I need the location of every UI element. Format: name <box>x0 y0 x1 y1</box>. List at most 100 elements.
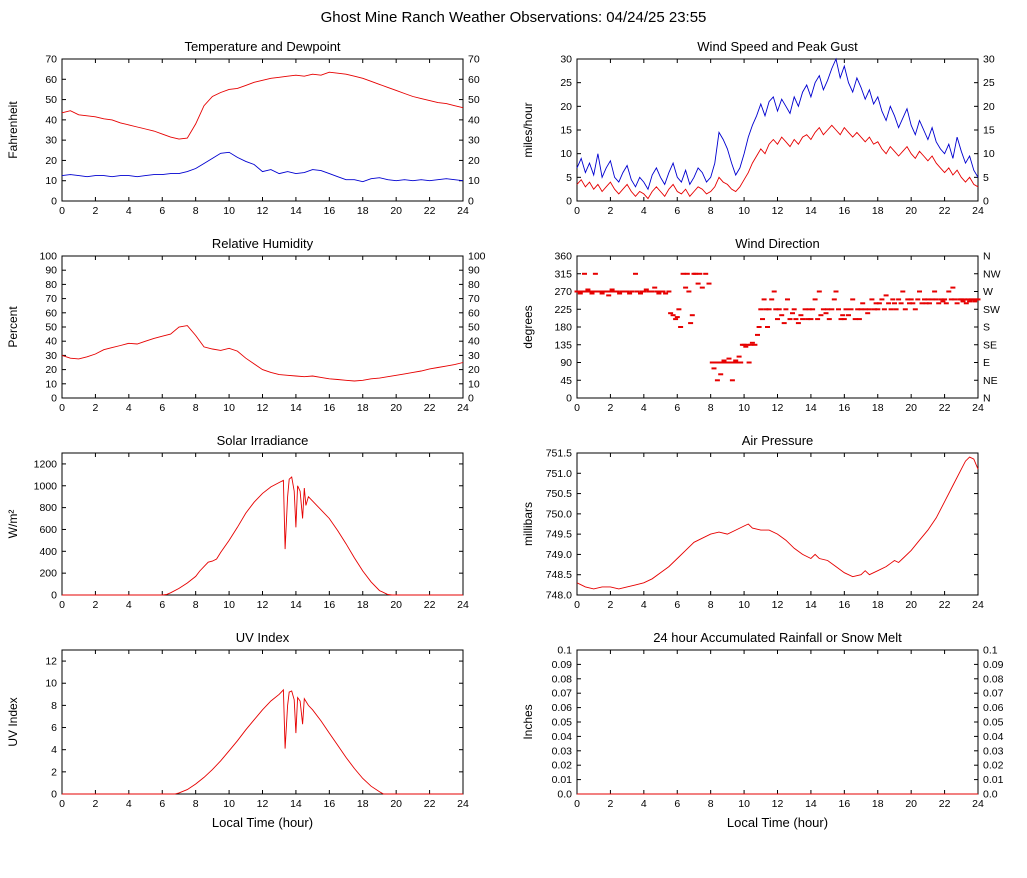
svg-text:16: 16 <box>838 205 850 217</box>
svg-text:24: 24 <box>972 599 984 611</box>
series-uv_index <box>61 688 463 795</box>
svg-text:0.06: 0.06 <box>983 702 1004 714</box>
plot-frame <box>576 452 978 596</box>
svg-text:18: 18 <box>356 599 368 611</box>
chart-title: Relative Humidity <box>211 236 313 251</box>
svg-text:0: 0 <box>983 196 989 208</box>
svg-text:6: 6 <box>674 402 680 414</box>
svg-text:16: 16 <box>838 798 850 810</box>
svg-text:2: 2 <box>51 766 57 778</box>
svg-text:60: 60 <box>45 74 57 86</box>
page-title: Ghost Mine Ranch Weather Observations: 0… <box>320 9 707 26</box>
svg-text:N: N <box>983 393 991 405</box>
svg-text:10: 10 <box>738 599 750 611</box>
series-solar_irradiance <box>61 476 463 596</box>
svg-text:30: 30 <box>468 350 480 362</box>
svg-text:50: 50 <box>468 94 480 106</box>
svg-text:24: 24 <box>972 205 984 217</box>
svg-text:40: 40 <box>468 336 480 348</box>
svg-text:NE: NE <box>983 375 998 387</box>
svg-text:749.5: 749.5 <box>545 529 571 541</box>
svg-text:20: 20 <box>983 101 995 113</box>
y-axis-label: UV Index <box>6 697 20 746</box>
svg-text:W: W <box>983 286 993 298</box>
chart-title: Wind Speed and Peak Gust <box>697 39 858 54</box>
svg-text:12: 12 <box>256 599 268 611</box>
svg-text:0: 0 <box>566 393 572 405</box>
svg-text:225: 225 <box>554 304 572 316</box>
svg-text:10: 10 <box>738 402 750 414</box>
svg-text:20: 20 <box>45 364 57 376</box>
svg-text:24: 24 <box>457 402 469 414</box>
svg-text:10: 10 <box>983 148 995 160</box>
svg-text:750.5: 750.5 <box>545 488 571 500</box>
svg-text:0: 0 <box>59 599 65 611</box>
svg-text:0: 0 <box>566 196 572 208</box>
svg-text:12: 12 <box>771 402 783 414</box>
svg-text:16: 16 <box>323 402 335 414</box>
svg-text:0.07: 0.07 <box>983 688 1004 700</box>
svg-text:400: 400 <box>39 546 57 558</box>
svg-text:20: 20 <box>905 599 917 611</box>
svg-text:14: 14 <box>805 599 817 611</box>
svg-text:748.0: 748.0 <box>545 590 571 602</box>
svg-text:16: 16 <box>323 205 335 217</box>
svg-text:40: 40 <box>468 114 480 126</box>
svg-text:0: 0 <box>59 205 65 217</box>
svg-text:22: 22 <box>423 798 435 810</box>
svg-text:6: 6 <box>674 599 680 611</box>
chart-wind-direction: Wind Direction 0 2 4 6 8 10 12 14 16 18 20 22 24 0 N 45 N… <box>519 236 1024 420</box>
svg-text:25: 25 <box>560 77 572 89</box>
chart-title: Solar Irradiance <box>216 433 308 448</box>
svg-text:600: 600 <box>39 524 57 536</box>
svg-text:18: 18 <box>871 798 883 810</box>
series-dewpoint <box>61 151 463 183</box>
y-axis-label: degrees <box>521 305 535 348</box>
svg-text:4: 4 <box>125 599 131 611</box>
svg-text:90: 90 <box>45 265 57 277</box>
svg-text:20: 20 <box>905 402 917 414</box>
svg-text:10: 10 <box>223 599 235 611</box>
svg-text:0.06: 0.06 <box>551 702 572 714</box>
svg-text:10: 10 <box>223 402 235 414</box>
svg-text:6: 6 <box>159 205 165 217</box>
plot-frame <box>576 649 978 795</box>
svg-text:60: 60 <box>468 307 480 319</box>
svg-text:0.03: 0.03 <box>983 745 1004 757</box>
chart-uv: UV Index 0 2 4 6 8 10 12 14 16 18 20 22 24 0 2 4 6 8 10 12 UV… <box>4 630 509 834</box>
svg-text:748.5: 748.5 <box>545 569 571 581</box>
svg-text:E: E <box>983 357 990 369</box>
svg-text:20: 20 <box>45 155 57 167</box>
svg-text:8: 8 <box>192 402 198 414</box>
svg-text:0: 0 <box>574 402 580 414</box>
svg-text:20: 20 <box>560 101 572 113</box>
svg-text:15: 15 <box>560 125 572 137</box>
svg-text:14: 14 <box>290 402 302 414</box>
y-axis-label: Fahrenheit <box>6 101 20 159</box>
svg-text:751.0: 751.0 <box>545 468 571 480</box>
svg-text:4: 4 <box>640 205 646 217</box>
svg-text:10: 10 <box>223 205 235 217</box>
svg-text:0.02: 0.02 <box>551 760 572 772</box>
svg-text:30: 30 <box>45 135 57 147</box>
svg-text:14: 14 <box>805 205 817 217</box>
svg-text:24: 24 <box>972 402 984 414</box>
series-relative_humidity <box>61 325 463 382</box>
series-wind_direction <box>574 272 980 382</box>
svg-text:8: 8 <box>192 205 198 217</box>
svg-text:70: 70 <box>468 293 480 305</box>
svg-text:12: 12 <box>771 205 783 217</box>
charts-grid: Temperature and Dewpoint 0 2 4 6 8 10 12 14 16 18 2… <box>0 39 1027 834</box>
svg-text:14: 14 <box>290 599 302 611</box>
svg-text:1000: 1000 <box>33 480 57 492</box>
svg-text:200: 200 <box>39 568 57 580</box>
svg-text:360: 360 <box>554 251 572 263</box>
svg-text:90: 90 <box>468 265 480 277</box>
svg-text:750.0: 750.0 <box>545 508 571 520</box>
svg-text:0: 0 <box>468 393 474 405</box>
svg-text:50: 50 <box>45 322 57 334</box>
svg-text:0.0: 0.0 <box>557 789 572 801</box>
chart-rain-plot: 24 hour Accumulated Rainfall or Snow Mel… <box>521 630 1004 830</box>
